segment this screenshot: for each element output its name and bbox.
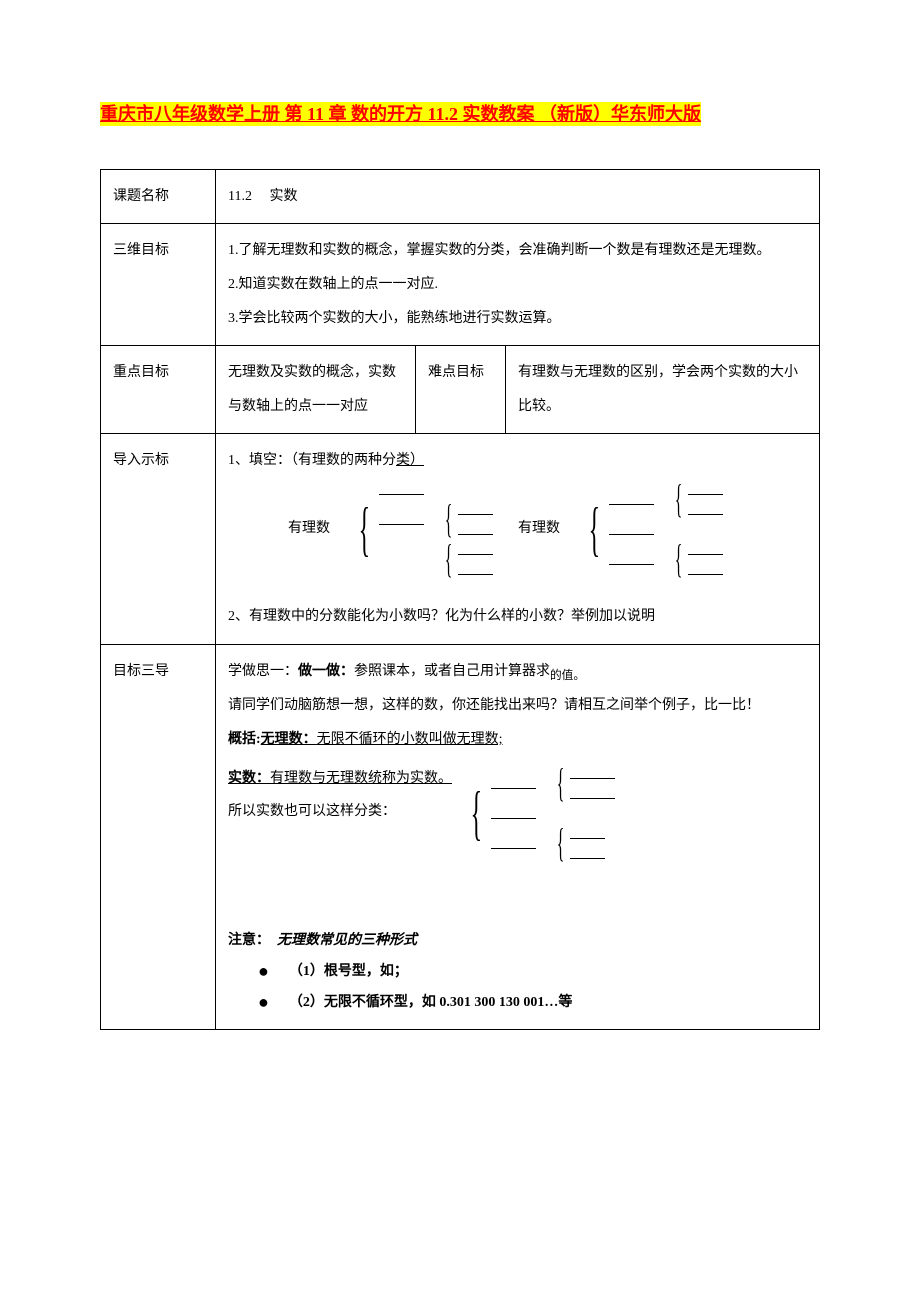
row-intro: 导入示标 1、填空：（有理数的两种分类） 有理数 { { bbox=[101, 434, 820, 644]
value-topic: 11.2 实数 bbox=[216, 169, 820, 224]
guidance-line3: 概括:无理数：无限不循环的小数叫做无理数; bbox=[228, 723, 807, 757]
bullet-1: ● （1）根号型，如； bbox=[258, 957, 807, 988]
classification-diagram-1: 有理数 { { bbox=[228, 483, 807, 575]
label-guidance: 目标三导 bbox=[101, 644, 216, 1029]
real-number-diagram: 实数：有理数与无理数统称为实数。 所以实数也可以这样分类： { { bbox=[228, 762, 807, 859]
rational-label-1: 有理数 bbox=[288, 512, 330, 546]
objective-3: 3.学会比较两个实数的大小，能熟练地进行实数运算。 bbox=[228, 302, 807, 336]
bullet-icon: ● bbox=[258, 988, 269, 1017]
document-title: 重庆市八年级数学上册 第 11 章 数的开方 11.2 实数教案 （新版）华东师… bbox=[100, 100, 820, 129]
guidance-line1: 学做思一：做一做：参照课本，或者自己用计算器求的值。 bbox=[228, 655, 807, 690]
label-intro: 导入示标 bbox=[101, 434, 216, 644]
bullet-icon: ● bbox=[258, 957, 269, 986]
label-keypoint: 重点目标 bbox=[101, 346, 216, 434]
row-topic: 课题名称 11.2 实数 bbox=[101, 169, 820, 224]
value-guidance: 学做思一：做一做：参照课本，或者自己用计算器求的值。 请同学们动脑筋想一想，这样… bbox=[216, 644, 820, 1029]
rational-label-2: 有理数 bbox=[518, 512, 560, 546]
value-difficulty: 有理数与无理数的区别，学会两个实数的大小比较。 bbox=[506, 346, 820, 434]
objective-1: 1.了解无理数和实数的概念，掌握实数的分类，会准确判断一个数是有理数还是无理数。 bbox=[228, 234, 807, 268]
value-intro: 1、填空：（有理数的两种分类） 有理数 { { bbox=[216, 434, 820, 644]
label-difficulty: 难点目标 bbox=[416, 346, 506, 434]
intro-line2: 2、有理数中的分数能化为小数吗？化为什么样的小数？举例加以说明 bbox=[228, 600, 807, 634]
row-keypoints: 重点目标 无理数及实数的概念，实数与数轴上的点一一对应 难点目标 有理数与无理数… bbox=[101, 346, 820, 434]
bullet-2: ● （2）无限不循环型，如 0.301 300 130 001…等 bbox=[258, 988, 807, 1019]
label-objectives: 三维目标 bbox=[101, 224, 216, 346]
intro-line1: 1、填空：（有理数的两种分类） bbox=[228, 444, 807, 478]
value-keypoint: 无理数及实数的概念，实数与数轴上的点一一对应 bbox=[216, 346, 416, 434]
objective-2: 2.知道实数在数轴上的点一一对应. bbox=[228, 268, 807, 302]
label-topic: 课题名称 bbox=[101, 169, 216, 224]
row-guidance: 目标三导 学做思一：做一做：参照课本，或者自己用计算器求的值。 请同学们动脑筋想… bbox=[101, 644, 820, 1029]
lesson-plan-table: 课题名称 11.2 实数 三维目标 1.了解无理数和实数的概念，掌握实数的分类，… bbox=[100, 169, 820, 1030]
note-line: 注意： 无理数常见的三种形式 bbox=[228, 924, 807, 958]
value-objectives: 1.了解无理数和实数的概念，掌握实数的分类，会准确判断一个数是有理数还是无理数。… bbox=[216, 224, 820, 346]
guidance-line2: 请同学们动脑筋想一想，这样的数，你还能找出来吗？请相互之间举个例子，比一比！ bbox=[228, 689, 807, 723]
row-objectives: 三维目标 1.了解无理数和实数的概念，掌握实数的分类，会准确判断一个数是有理数还… bbox=[101, 224, 820, 346]
